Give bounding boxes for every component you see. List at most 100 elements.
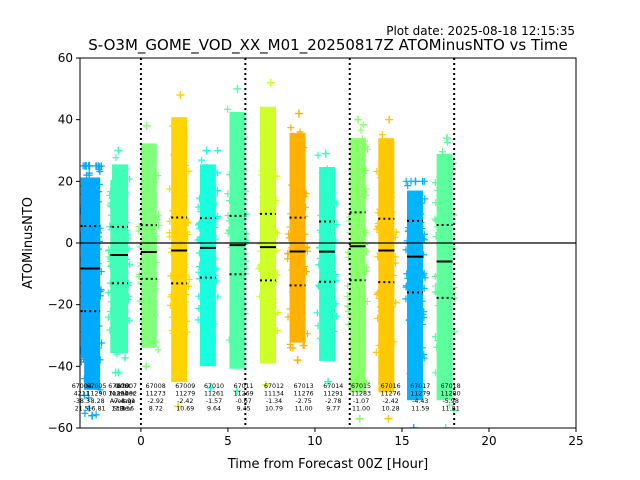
data-point — [224, 105, 232, 113]
data-point — [318, 169, 326, 177]
stats-line: -2.92 — [148, 398, 164, 405]
data-point — [236, 215, 244, 223]
data-point — [421, 274, 429, 282]
data-point — [226, 171, 234, 179]
stats-line: 4211 — [74, 391, 90, 398]
data-point — [198, 198, 206, 206]
data-point — [91, 211, 99, 219]
orbit-stats-block: 67010 11261 -1.57 9.64 — [204, 383, 224, 413]
data-point — [415, 275, 423, 283]
stats-line: -5.98 — [443, 398, 459, 405]
data-point — [263, 256, 271, 264]
data-point — [180, 136, 188, 144]
x-tick-label: 0 — [137, 434, 145, 448]
data-point — [171, 223, 179, 231]
data-point — [323, 165, 331, 173]
stats-line: -1.34 — [266, 398, 282, 405]
data-point — [122, 189, 130, 197]
stats-line: 67014 — [323, 383, 343, 390]
data-point — [87, 291, 95, 299]
data-point — [213, 187, 221, 195]
stats-line: 9.16 — [120, 406, 134, 413]
data-point — [270, 200, 278, 208]
data-point — [362, 247, 370, 255]
data-point — [446, 401, 454, 409]
data-point — [407, 244, 415, 252]
data-point — [183, 218, 191, 226]
orbit-stats-block: Orbit Number Average StDev — [110, 383, 136, 413]
data-point — [442, 263, 450, 271]
orbit-series-67018 — [431, 134, 459, 428]
data-point — [107, 203, 115, 211]
data-point — [374, 222, 382, 230]
x-tick-label: 10 — [307, 434, 322, 448]
data-point — [194, 221, 202, 229]
data-point — [108, 194, 116, 202]
data-point — [88, 304, 96, 312]
orbit-stats-block: 67013 11276 -2.75 11.00 — [294, 383, 314, 413]
data-point — [387, 273, 395, 281]
data-point — [447, 232, 455, 240]
data-point — [177, 342, 185, 350]
data-point — [438, 218, 446, 226]
data-point — [141, 229, 149, 237]
data-point — [184, 282, 192, 290]
data-point — [327, 332, 335, 340]
data-point — [174, 178, 182, 186]
data-point — [420, 284, 428, 292]
data-point — [197, 208, 205, 216]
data-point — [381, 161, 389, 169]
data-point — [363, 297, 371, 305]
data-point — [91, 217, 99, 225]
data-point — [268, 238, 276, 246]
data-point — [95, 165, 103, 173]
data-point — [383, 195, 391, 203]
data-point — [358, 251, 366, 259]
data-point — [328, 261, 336, 269]
data-point — [153, 215, 161, 223]
data-point — [260, 268, 268, 276]
data-point — [373, 290, 381, 298]
data-point — [402, 283, 410, 291]
data-point — [85, 299, 93, 307]
data-point — [112, 291, 120, 299]
data-point — [89, 319, 97, 327]
data-point — [95, 344, 103, 352]
stats-line: 67013 — [294, 383, 314, 390]
x-tick-label: 15 — [394, 434, 409, 448]
data-point — [225, 336, 233, 344]
data-point — [260, 343, 268, 351]
data-point — [383, 200, 391, 208]
orbit-stats-block: 67012 11134 -1.34 10.79 — [264, 383, 284, 413]
data-point — [199, 226, 207, 234]
data-point — [301, 230, 309, 238]
stats-line: Average — [110, 398, 136, 405]
data-point — [194, 316, 202, 324]
extreme-point — [114, 146, 123, 155]
data-point — [325, 214, 333, 222]
data-point — [96, 356, 104, 364]
data-point — [407, 279, 415, 287]
data-point — [200, 245, 208, 253]
data-point — [123, 218, 131, 226]
data-point — [261, 109, 269, 117]
data-point — [271, 278, 279, 286]
data-point — [269, 311, 277, 319]
data-point — [381, 305, 389, 313]
data-point — [124, 230, 132, 238]
stats-line: 11261 — [204, 391, 224, 398]
data-point — [285, 234, 293, 242]
data-point — [319, 205, 327, 213]
data-point — [98, 339, 106, 347]
data-point — [207, 192, 215, 200]
data-point — [333, 220, 341, 228]
stats-line: 11276 — [294, 391, 314, 398]
data-point — [214, 293, 222, 301]
data-point — [296, 153, 304, 161]
data-point — [434, 229, 442, 237]
data-point — [266, 290, 274, 298]
data-point — [105, 247, 113, 255]
data-point — [433, 343, 441, 351]
data-point — [194, 203, 202, 211]
data-point — [316, 254, 324, 262]
